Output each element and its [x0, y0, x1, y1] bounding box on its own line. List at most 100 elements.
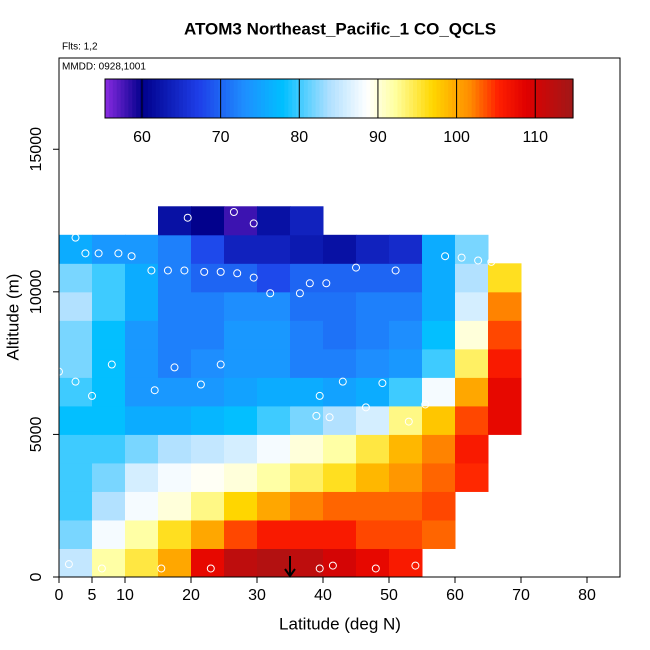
colorbar-swatch: [296, 79, 301, 118]
heat-cell: [224, 405, 258, 435]
heat-cell: [323, 263, 357, 293]
colorbar-swatch: [194, 79, 200, 118]
heat-cell: [224, 491, 258, 521]
heat-cell: [158, 462, 192, 492]
colorbar-swatch: [264, 79, 270, 118]
colorbar-swatch: [132, 79, 137, 118]
heat-cell: [59, 377, 93, 407]
colorbar-swatch: [179, 79, 184, 118]
colorbar-swatch: [358, 79, 363, 118]
colorbar-swatch: [487, 79, 492, 118]
colorbar-swatch: [424, 79, 430, 118]
colorbar-swatch: [534, 79, 539, 118]
colorbar-swatch: [307, 79, 313, 118]
heat-cell: [455, 348, 489, 378]
x-tick-label: 0: [55, 587, 64, 604]
colorbar-swatch: [261, 79, 266, 118]
heat-cell: [191, 548, 225, 578]
heat-cell: [125, 519, 159, 549]
heat-cell: [389, 320, 423, 350]
heat-cell: [59, 548, 93, 578]
colorbar-swatch: [245, 79, 250, 118]
colorbar-swatch: [413, 79, 418, 118]
sample-point: [71, 377, 80, 386]
heat-cell: [191, 348, 225, 378]
sample-point: [200, 267, 209, 276]
heat-cell: [389, 234, 423, 264]
colorbar-swatch: [268, 79, 274, 118]
colorbar-swatch: [448, 79, 453, 118]
colorbar-swatch: [323, 79, 328, 118]
heat-cell: [224, 519, 258, 549]
heat-cell: [257, 320, 291, 350]
heat-cell: [125, 405, 159, 435]
colorbar-swatch: [495, 79, 500, 118]
heat-cell: [125, 434, 159, 464]
colorbar-swatch: [440, 79, 445, 118]
colorbar-swatch: [510, 79, 516, 118]
heat-cell: [356, 348, 390, 378]
heat-cell: [323, 434, 357, 464]
colorbar-swatch: [112, 79, 118, 118]
colorbar-swatch: [385, 79, 391, 118]
heat-cell: [224, 263, 258, 293]
heat-cell: [92, 548, 126, 578]
heat-cell: [290, 291, 324, 321]
heat-cell: [257, 377, 291, 407]
colorbar-swatch: [381, 79, 387, 118]
heat-cell: [257, 491, 291, 521]
heat-cell: [158, 491, 192, 521]
heat-cell: [92, 434, 126, 464]
sample-point: [312, 411, 321, 420]
heat-cell: [158, 291, 192, 321]
colorbar-swatch: [276, 79, 282, 118]
colorbar-swatch: [159, 79, 165, 118]
colorbar-swatch: [116, 79, 122, 118]
sample-point: [150, 386, 159, 395]
colorbar-swatch: [397, 79, 402, 118]
heat-cell: [92, 462, 126, 492]
heat-cell: [191, 291, 225, 321]
heat-cell: [158, 519, 192, 549]
colorbar-swatch: [514, 79, 519, 118]
colorbar-swatch: [284, 79, 289, 118]
heat-cell: [191, 263, 225, 293]
heat-cell: [488, 405, 522, 435]
heat-cell: [92, 519, 126, 549]
heat-cell: [158, 434, 192, 464]
colorbar-swatch: [346, 79, 352, 118]
heat-cell: [125, 377, 159, 407]
colorbar-swatch: [147, 79, 153, 118]
colorbar-swatch: [354, 79, 360, 118]
heat-cell: [488, 348, 522, 378]
sample-point: [127, 219, 136, 228]
sample-point: [170, 363, 179, 372]
colorbar-swatch: [327, 79, 332, 118]
colorbar-swatch: [253, 79, 258, 118]
colorbar-swatch: [475, 79, 480, 118]
colorbar-swatch: [456, 79, 461, 118]
colorbar-swatch: [549, 79, 555, 118]
colorbar-swatch: [210, 79, 215, 118]
heat-cell: [455, 234, 489, 264]
colorbar-swatch: [498, 79, 504, 118]
sample-point: [249, 219, 258, 228]
y-tick-label: 5000: [28, 417, 45, 453]
heat-cell: [92, 405, 126, 435]
sample-point: [216, 360, 225, 369]
heat-cell: [257, 434, 291, 464]
heat-cell: [191, 405, 225, 435]
heat-cell: [290, 348, 324, 378]
colorbar-tick-label: 80: [290, 129, 308, 146]
colorbar-swatch: [417, 79, 422, 118]
colorbar-tick-label: 110: [522, 129, 548, 146]
sample-point: [81, 249, 90, 258]
colorbar-swatch: [233, 79, 239, 118]
colorbar-swatch: [479, 79, 484, 118]
colorbar-swatch: [120, 79, 126, 118]
heat-cell: [224, 548, 258, 578]
colorbar-swatch: [537, 79, 543, 118]
x-tick-label: 50: [380, 587, 398, 604]
colorbar-swatch: [331, 79, 336, 118]
colorbar-swatch: [315, 79, 321, 118]
